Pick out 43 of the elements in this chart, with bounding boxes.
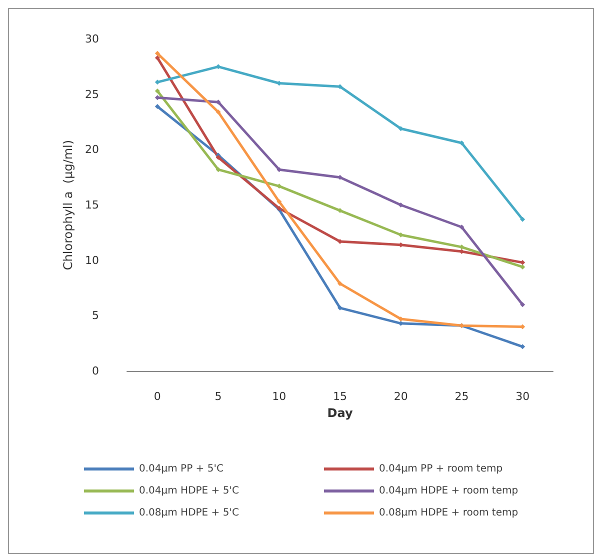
legend-label: 0.08µm HDPE + room temp: [379, 508, 518, 518]
x-tick-label: 25: [454, 390, 469, 403]
point: [398, 126, 404, 132]
point: [338, 305, 342, 310]
point: [520, 302, 526, 308]
point: [154, 50, 160, 56]
point: [520, 344, 526, 350]
point: [154, 104, 160, 110]
y-tick-label: 20: [85, 143, 99, 156]
point: [520, 264, 526, 270]
y-tick-label: 25: [85, 88, 99, 101]
y-tick-label: 15: [85, 198, 99, 212]
x-tick-label: 0: [154, 390, 161, 403]
legend-label: 0.04µm PP + 5'C: [139, 464, 224, 474]
point: [216, 167, 221, 172]
point: [459, 224, 464, 230]
x-tick-label: 10: [272, 390, 286, 403]
point: [459, 140, 464, 146]
point: [216, 110, 221, 115]
y-tick-label: 0: [92, 364, 99, 378]
legend-label: 0.08µm HDPE + 5'C: [139, 508, 239, 518]
x-tick-label: 20: [394, 390, 408, 403]
point: [338, 174, 342, 180]
point: [154, 88, 160, 94]
point: [276, 199, 282, 204]
y-tick-label: 30: [85, 32, 99, 46]
x-tick-label: 5: [214, 390, 222, 403]
point: [338, 281, 342, 286]
point: [276, 184, 282, 189]
legend-label: 0.04µm PP + room temp: [379, 464, 503, 474]
x-tick-label: 30: [516, 390, 530, 403]
point: [520, 260, 526, 266]
point: [520, 216, 526, 222]
legend-label: 0.04µm HDPE + 5'C: [139, 486, 239, 496]
point: [154, 55, 160, 60]
y-tick-label: 5: [92, 309, 99, 322]
y-axis-title: Chlorophyll a (µg/ml): [61, 140, 76, 270]
x-axis-title: Day: [327, 406, 353, 420]
x-tick-label: 15: [333, 390, 347, 403]
point: [338, 208, 342, 214]
legend-label: 0.04µm HDPE + room temp: [379, 486, 518, 496]
point: [398, 202, 404, 208]
y-tick-label: 10: [85, 254, 99, 267]
